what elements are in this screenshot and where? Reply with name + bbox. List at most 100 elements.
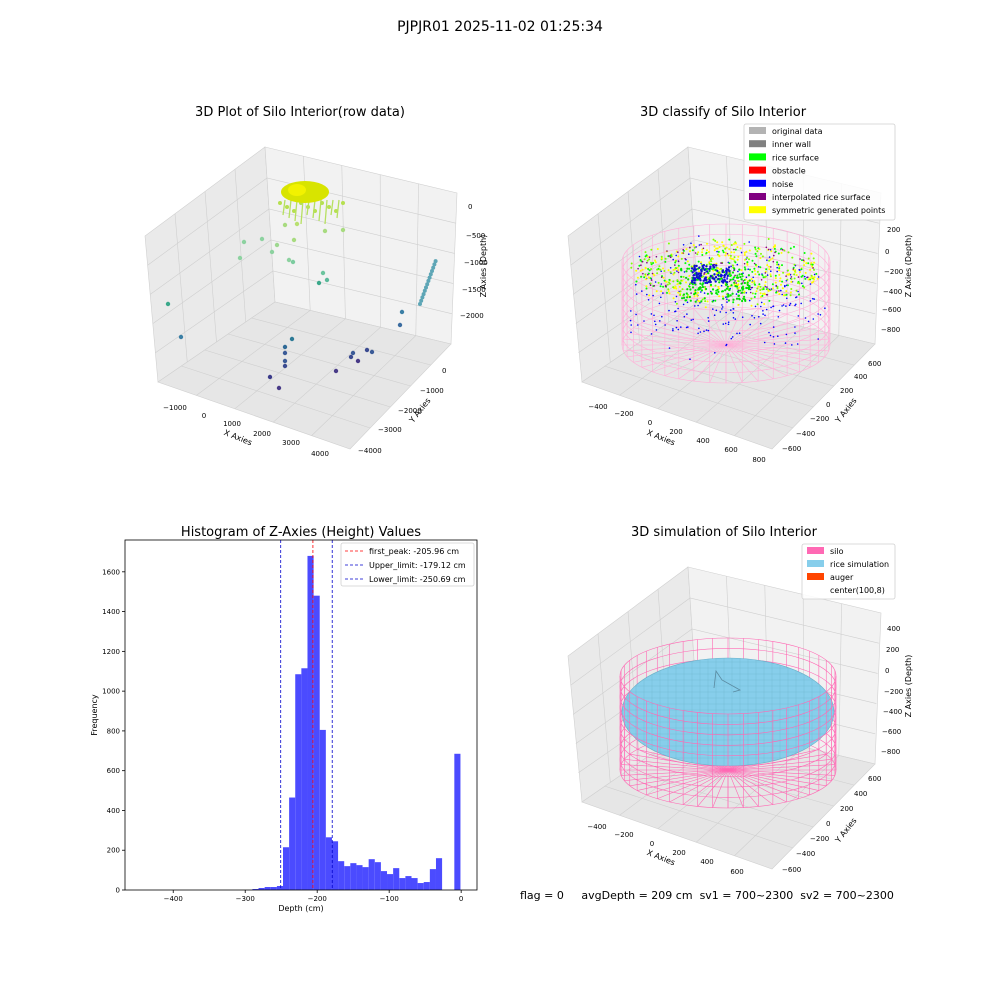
raw-point (418, 302, 422, 306)
rice-surface-point (678, 285, 681, 288)
rice-surface-point (730, 257, 733, 260)
silo-floor-spoke (725, 344, 788, 377)
noise-point (658, 302, 661, 305)
raw-point (282, 350, 288, 356)
rice-surface-point (688, 285, 691, 288)
rice-surface-point (786, 273, 789, 276)
noise-point (785, 305, 787, 307)
noise-point (713, 273, 716, 276)
legend-swatch (749, 206, 766, 214)
raw-ztick: −500 (466, 232, 485, 240)
raw-point (269, 249, 275, 255)
raw-xtick: 0 (202, 412, 206, 420)
rice-surface-point (728, 238, 731, 241)
rice-surface-point (743, 266, 746, 269)
rice-surface-point (811, 263, 814, 266)
rice-surface-point (743, 295, 746, 298)
histogram-ytick-label: 200 (107, 847, 120, 855)
histogram-legend: first_peak: -205.96 cm Upper_limit: -179… (340, 542, 475, 587)
rice-surface-point (762, 292, 764, 295)
interpolated-point (668, 255, 671, 257)
interpolated-point (682, 252, 684, 254)
raw-ztick: −2000 (460, 312, 484, 320)
histogram-bar (380, 871, 388, 890)
grid-line (573, 208, 878, 295)
noise-point (698, 327, 700, 330)
raw-point (267, 374, 273, 380)
raw-point (322, 228, 328, 234)
legend-swatch (749, 140, 766, 148)
rice-surface-point (774, 274, 777, 277)
rice-surface-point (666, 291, 668, 294)
rice-surface-point (793, 245, 795, 248)
histogram-bar (283, 847, 290, 890)
noise-point (801, 282, 803, 285)
noise-point (637, 324, 639, 326)
rice-surface-point (718, 254, 720, 257)
noise-point (747, 268, 749, 271)
silo-floor-spoke (624, 758, 729, 771)
rice-surface-point (807, 278, 810, 281)
legend-swatch (749, 153, 766, 161)
rice-surface-point (656, 272, 659, 275)
rice-surface-point (803, 264, 806, 267)
interpolated-point (703, 273, 705, 275)
histogram-xlabel: Depth (cm) (278, 904, 323, 913)
rice-surface-point (778, 265, 781, 268)
rice-surface-point (694, 289, 697, 292)
raw-point (399, 309, 405, 315)
noise-point (695, 264, 698, 268)
noise-point (662, 292, 664, 294)
rice-surface-point (735, 285, 739, 288)
sim-ztick: 0 (885, 667, 889, 675)
rice-surface-point (681, 288, 684, 291)
rice-surface-point (663, 279, 666, 282)
noise-point (727, 266, 731, 269)
grid-line (415, 183, 419, 336)
noise-point (692, 274, 696, 277)
noise-point (704, 281, 707, 284)
rice-surface-point (759, 266, 762, 269)
rice-surface-point (667, 290, 670, 292)
noise-point (721, 308, 723, 310)
noise-point (726, 298, 728, 301)
noise-point (725, 272, 728, 275)
interpolated-point (797, 276, 800, 278)
noise-point (693, 281, 696, 285)
rice-surface-point (647, 276, 650, 279)
interpolated-point (700, 243, 702, 246)
noise-point (711, 277, 714, 280)
noise-point (726, 301, 728, 303)
rice-surface-point (662, 276, 665, 279)
raw-point (282, 363, 288, 369)
rice-surface-point (755, 255, 758, 258)
rice-surface-point (646, 259, 649, 262)
rice-surface-point (809, 268, 812, 271)
noise-point (813, 298, 815, 300)
raw-point (397, 322, 403, 328)
sim-ztick: −200 (884, 688, 903, 696)
silo-floor-spoke (727, 769, 774, 805)
interpolated-point (677, 251, 679, 253)
rice-surface-point (691, 283, 694, 286)
figure-suptitle: PJPJR01 2025-11-02 01:25:34 (397, 19, 603, 35)
noise-point (698, 235, 700, 237)
noise-point (672, 258, 674, 261)
noise-point (713, 277, 716, 281)
rice-surface-point (793, 263, 796, 266)
rice-surface-point (739, 276, 742, 279)
noise-point (707, 320, 710, 322)
raw-point (282, 344, 288, 350)
rice-surface-point (778, 280, 781, 282)
silo-floor-spoke (712, 769, 729, 808)
panel-histogram: Histogram of Z-Axies (Height) Values −40… (90, 525, 478, 913)
noise-point (654, 323, 657, 326)
raw-point (316, 280, 322, 286)
grid-line (657, 169, 670, 323)
noise-point (685, 326, 688, 329)
silo-floor-spoke (627, 332, 727, 346)
rice-surface-point (657, 281, 660, 284)
noise-point (769, 249, 772, 251)
rice-surface-point (759, 285, 762, 288)
rice-surface-point (774, 277, 777, 280)
